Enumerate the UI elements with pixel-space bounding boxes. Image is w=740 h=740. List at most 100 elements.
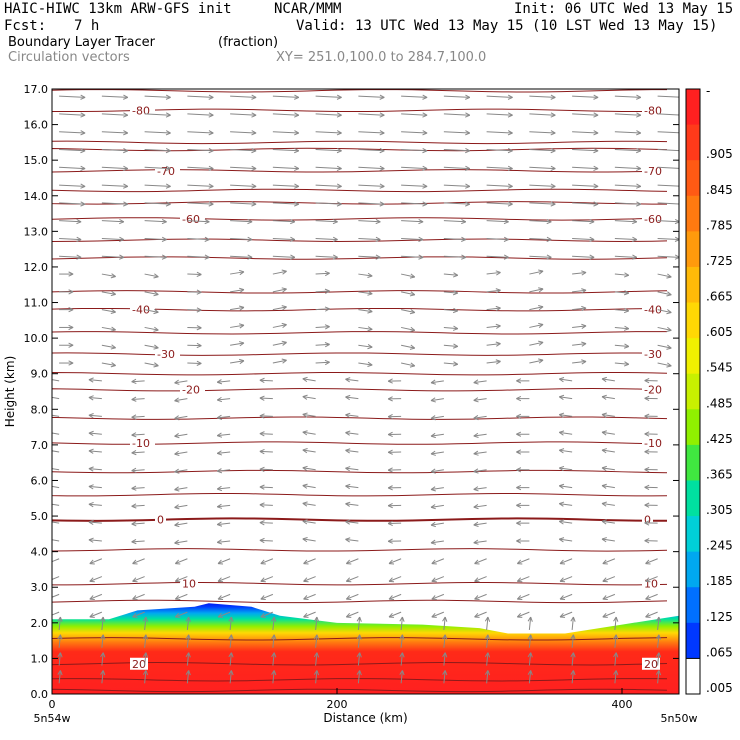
wind-vector-head — [281, 287, 287, 293]
wind-vector-head — [80, 201, 86, 207]
wind-vector-head — [123, 112, 129, 118]
wind-vector-head — [345, 612, 352, 618]
wind-vector — [302, 467, 316, 471]
wind-vector-head — [558, 519, 565, 525]
wind-vector — [645, 593, 658, 600]
wind-vector — [131, 398, 145, 401]
wind-vector — [486, 289, 501, 293]
wind-vector — [144, 237, 167, 241]
wind-vector-head — [465, 183, 471, 189]
wind-vector-head — [558, 412, 565, 418]
wind-vector-head — [452, 290, 459, 296]
wind-vector-head — [110, 326, 116, 332]
wind-vector-head — [336, 147, 342, 154]
header-model-title: HAIC-HIWC 13km ARW-GFS init — [4, 1, 232, 17]
wind-vector-head — [613, 670, 619, 676]
wind-vector — [529, 270, 544, 275]
wind-vector-head — [76, 236, 82, 242]
wind-vector — [572, 184, 599, 187]
wind-vector — [259, 486, 273, 489]
wind-vector-head — [303, 559, 309, 565]
wind-vector-head — [217, 559, 224, 565]
wind-vector-head — [461, 236, 467, 242]
wind-vector-head — [593, 94, 599, 100]
wind-vector — [401, 202, 428, 205]
wind-vector-head — [131, 467, 137, 474]
colorbar-swatch — [686, 89, 700, 126]
wind-vector — [430, 451, 444, 455]
wind-vector — [272, 220, 295, 223]
wind-vector-head — [601, 501, 607, 507]
wind-vector-head — [332, 236, 338, 242]
wind-vector-head — [80, 112, 86, 118]
wind-vector-head — [153, 308, 159, 315]
wind-vector — [230, 220, 253, 223]
wind-vector-head — [550, 112, 556, 118]
wind-vector — [529, 255, 552, 258]
wind-vector — [303, 593, 316, 600]
wind-vector — [572, 255, 595, 258]
circulation-vectors — [46, 94, 679, 684]
wind-vector-head — [644, 520, 650, 526]
wind-vector — [144, 202, 171, 205]
wind-vector-head — [484, 616, 491, 622]
colorbar-swatch — [686, 231, 700, 268]
wind-vector — [186, 652, 190, 666]
wind-vector — [486, 670, 489, 684]
wind-vector-head — [644, 484, 650, 491]
wind-vector-head — [119, 236, 125, 242]
wind-vector-head — [345, 559, 352, 565]
wind-vector — [443, 273, 458, 276]
wind-vector — [187, 149, 214, 152]
wind-vector-head — [636, 94, 642, 100]
wind-vector — [259, 504, 273, 506]
wind-vector-head — [302, 448, 308, 454]
wind-vector — [572, 113, 599, 116]
wind-vector-head — [422, 94, 428, 100]
wind-vector-head — [601, 537, 607, 543]
wind-vector — [571, 616, 574, 630]
contour-label-bg — [130, 657, 148, 670]
contour-label-bg — [642, 657, 660, 670]
wind-vector — [230, 271, 245, 275]
wind-vector — [572, 343, 587, 346]
wind-vector — [358, 166, 385, 170]
wind-vector-head — [80, 183, 86, 189]
contour-label: -10 — [644, 437, 662, 450]
wind-vector-head — [495, 270, 501, 276]
wind-vector-head — [570, 652, 576, 658]
wind-vector — [88, 485, 102, 489]
wind-vector — [443, 237, 466, 241]
wind-vector — [89, 611, 103, 618]
wind-vector-head — [204, 218, 210, 225]
wind-vector — [272, 184, 299, 187]
wind-vector-head — [204, 236, 210, 242]
wind-vector-head — [119, 254, 125, 260]
wind-vector-head — [550, 201, 556, 207]
wind-vector — [52, 396, 60, 400]
wind-vector — [401, 131, 428, 134]
wind-vector — [89, 558, 103, 565]
wind-vector — [260, 593, 274, 600]
wind-vector-head — [68, 271, 74, 277]
contour-label: -80 — [644, 104, 662, 117]
wind-vector — [144, 255, 167, 258]
wind-vector-head — [142, 616, 149, 622]
wind-vector — [101, 652, 104, 666]
temperature-contour-line — [52, 352, 668, 356]
contour-label: -70 — [157, 165, 175, 178]
wind-vector-head — [46, 502, 51, 506]
wind-vector — [272, 95, 299, 98]
wind-vector-head — [88, 519, 94, 526]
colorbar-label: - — [706, 84, 710, 98]
wind-vector-head — [559, 577, 566, 583]
wind-vector-head — [601, 483, 607, 489]
wind-vector — [144, 344, 159, 349]
wind-vector-head — [196, 325, 202, 331]
wind-vector-head — [174, 468, 180, 474]
wind-vector-head — [356, 652, 362, 658]
wind-vector-head — [260, 595, 266, 601]
temperature-contour-line — [52, 637, 668, 641]
wind-vector-head — [430, 468, 436, 474]
wind-vector — [52, 521, 60, 524]
